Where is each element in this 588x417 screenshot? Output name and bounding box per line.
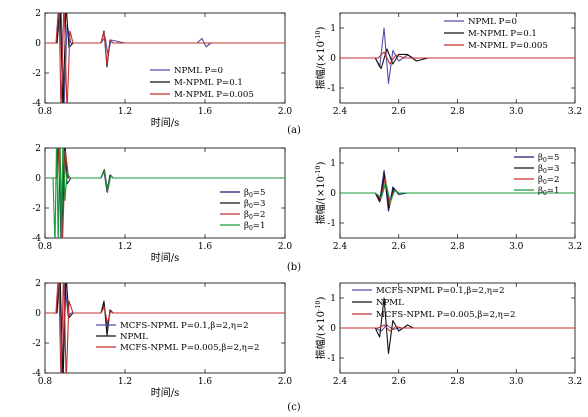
legend-entry: M-NPML P=0.1 [468, 29, 537, 39]
x-tick-label: 2.8 [450, 242, 465, 252]
legend-entry: M-NPML P=0.005 [468, 41, 548, 51]
x-tick-label: 1.6 [198, 107, 213, 117]
x-tick-label: 2.0 [278, 107, 293, 117]
y-tick-label: -1 [327, 354, 336, 364]
x-tick-label: 1.6 [198, 377, 213, 387]
x-tick-label: 3.0 [509, 107, 524, 117]
y-tick-label: -2 [32, 339, 41, 349]
legend-entry: NPML [120, 332, 148, 342]
y-tick-label: -4 [32, 369, 41, 379]
x-tick-label: 2.4 [333, 377, 348, 387]
legend-entry: β0=2 [244, 210, 265, 221]
x-tick-label: 1.2 [118, 242, 132, 252]
y-tick-label: -2 [32, 69, 41, 79]
x-tick-label: 2.6 [392, 377, 407, 387]
y-tick-label: 0 [330, 54, 336, 64]
panel-label-b: (b) [287, 262, 301, 273]
x-tick-label: 1.2 [118, 107, 132, 117]
y-axis-label: 振幅/(×10-10) [314, 162, 327, 225]
y-tick-label: 0 [35, 174, 41, 184]
y-axis-label: 振幅/(×10-10) [314, 297, 327, 360]
legend-entry: NPML P=0 [174, 66, 223, 76]
x-tick-label: 1.6 [198, 242, 213, 252]
charts: 0.8 1.2 1.6 2.0 2 0 -2 -4 时间/s NPML P=0 M-NPML P=0… [32, 0, 582, 399]
x-tick-label: 2.0 [278, 242, 293, 252]
x-tick-label: 2.6 [392, 242, 407, 252]
legend-entry: NPML P=0 [468, 17, 517, 27]
y-tick-label: 0 [330, 324, 336, 334]
legend-entry: β0=3 [244, 199, 265, 210]
chart-2: 0.8 1.2 1.6 2.0 2 0 -2 -4 时间/s β0=5β0=3β0=2β0=1 [32, 136, 292, 264]
x-tick-label: 3.2 [568, 242, 582, 252]
chart-4: 0.8 1.2 1.6 2.0 2 0 -2 -4 时间/s MCFS-NPML P=0.1,β=… [32, 270, 292, 400]
x-axis-label: 时间/s [151, 116, 180, 129]
legend-entry: β0=5 [244, 188, 265, 199]
legend-entry: β0=1 [538, 186, 559, 197]
x-tick-label: 3.2 [568, 107, 582, 117]
y-tick-label: -1 [327, 84, 336, 94]
y-tick-label: 2 [35, 144, 41, 154]
y-tick-label: -2 [32, 204, 41, 214]
chart-5: 2.4 2.6 2.8 3.0 3.2 1 0 -1振幅/(×10-10) MCFS-NPML … [314, 283, 582, 387]
legend-entry: MCFS-NPML P=0.1,β=2,η=2 [376, 286, 505, 296]
x-axis-label: 时间/s [151, 386, 180, 399]
legend-entry: β0=3 [538, 164, 559, 175]
y-tick-label: 2 [35, 9, 41, 19]
x-tick-label: 3.0 [509, 377, 524, 387]
x-tick-label: 2.4 [333, 107, 348, 117]
panel-label-c: (c) [287, 402, 301, 413]
y-tick-label: 2 [35, 279, 41, 289]
legend-entry: MCFS-NPML P=0.1,β=2,η=2 [120, 321, 249, 331]
legend-entry: MCFS-NPML P=0.005,β=2,η=2 [376, 310, 516, 320]
legend-entry: MCFS-NPML P=0.005,β=2,η=2 [120, 343, 260, 353]
panel-label-a: (a) [287, 125, 301, 136]
chart-0: 0.8 1.2 1.6 2.020-2-4时间/sNPML P=0M-NPML P=0… [32, 0, 292, 129]
y-tick-label: 1 [330, 24, 336, 34]
legend-entry: β0=5 [538, 153, 559, 164]
legend-entry: M-NPML P=0.1 [174, 78, 243, 88]
y-axis-label: 振幅/(×10-10) [314, 27, 327, 90]
chart-1: 2.4 2.6 2.8 3.0 3.2 1 0 -1振幅/(×10-10) NPML P=0 M-… [314, 13, 582, 117]
x-tick-label: 2.6 [392, 107, 407, 117]
legend-entry: β0=1 [244, 221, 265, 232]
x-axis-label: 时间/s [151, 251, 180, 264]
chart-3: 2.4 2.6 2.8 3.0 3.210-1振幅/(×10-10)β0=5β0=3β0… [314, 148, 582, 252]
x-tick-label: 2.4 [333, 242, 348, 252]
legend-entry: NPML [376, 298, 404, 308]
x-tick-label: 3.2 [568, 377, 582, 387]
x-tick-label: 2.8 [450, 377, 465, 387]
y-tick-label: 1 [330, 294, 336, 304]
y-tick-label: 0 [35, 309, 41, 319]
y-tick-label: 0 [330, 189, 336, 199]
y-tick-label: -4 [32, 99, 41, 109]
x-tick-label: 3.0 [509, 242, 524, 252]
legend-entry: M-NPML P=0.005 [174, 90, 254, 100]
x-tick-label: 1.2 [118, 377, 132, 387]
legend-entry: β0=2 [538, 175, 559, 186]
x-tick-label: 2.8 [450, 107, 465, 117]
y-tick-label: 0 [35, 39, 41, 49]
y-tick-label: -4 [32, 234, 41, 244]
x-tick-label: 2.0 [278, 377, 293, 387]
y-tick-label: -1 [327, 219, 336, 229]
y-tick-label: 1 [330, 159, 336, 169]
